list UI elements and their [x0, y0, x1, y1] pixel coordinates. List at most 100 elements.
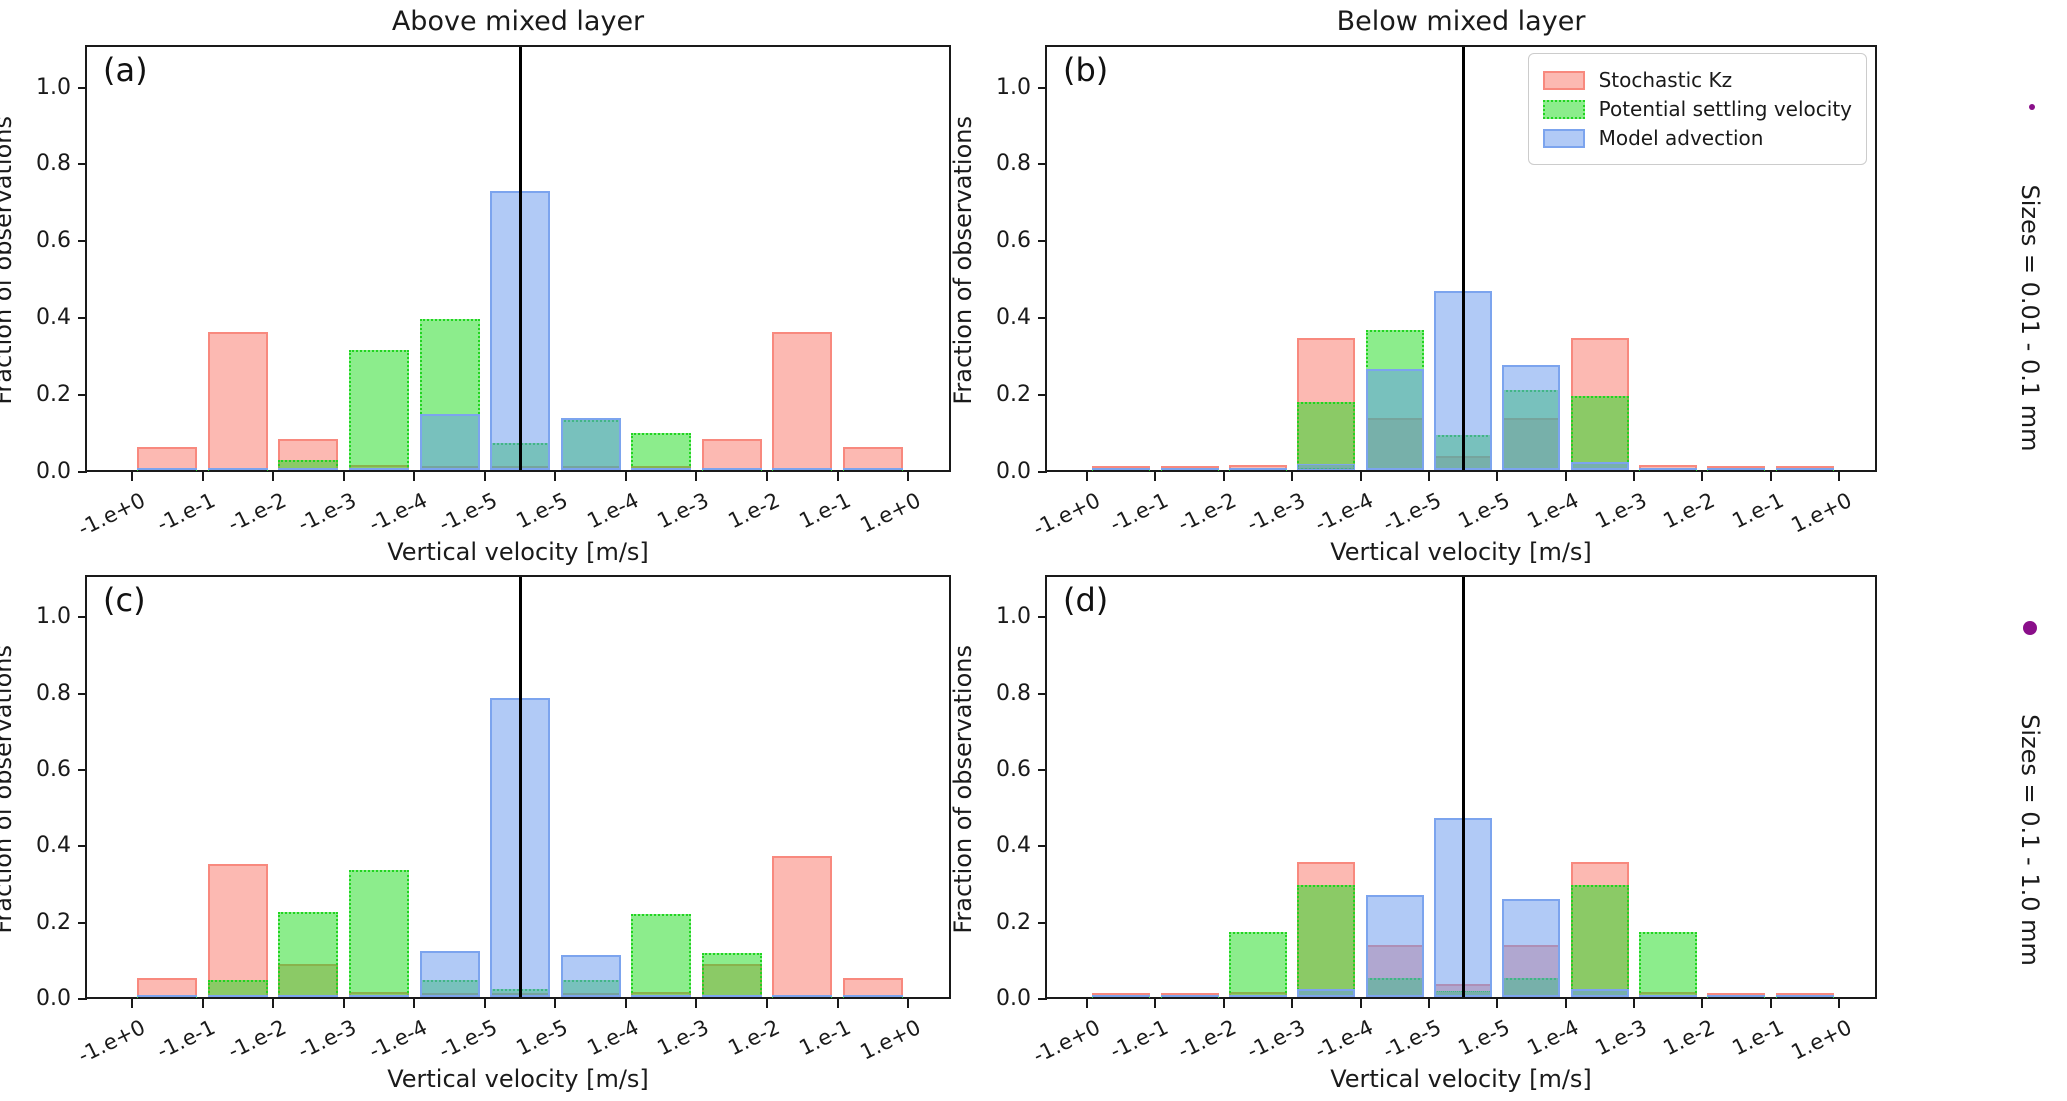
bar-a-series0-bin8: [701, 438, 762, 470]
bar-c-series2-bin2: [278, 995, 339, 997]
y-tick: [1038, 86, 1047, 89]
bar-d-series2-bin0: [1092, 995, 1151, 997]
legend-item: Potential settling velocity: [1542, 97, 1852, 121]
x-tick: [907, 472, 909, 481]
bar-b-series2-bin9: [1707, 468, 1766, 470]
legend-label: Stochastic Kz: [1598, 68, 1733, 92]
legend-swatch: [1542, 128, 1585, 148]
x-tick-label: 1.e-2: [1659, 1015, 1719, 1061]
y-axis-label-a: Fraction of observations: [0, 116, 17, 405]
x-tick-label: -1.e-1: [153, 1015, 220, 1064]
x-tick: [1564, 472, 1567, 481]
zero-velocity-line-a: [518, 47, 522, 470]
bar-a-series0-bin0: [137, 446, 198, 470]
bar-b-series2-bin7: [1570, 462, 1629, 470]
bar-c-series2-bin3: [348, 995, 409, 997]
histogram-panel-b: (b) -1.e+0 -1.e-1 -1.e-2 -1.e-3 -1.e-4 -1.e-5 1…: [949, 45, 1877, 566]
bar-b-series2-bin0: [1092, 468, 1151, 470]
bar-c-series2-bin9: [772, 995, 833, 997]
x-tick-label: 1.e-1: [795, 1015, 855, 1061]
y-tick: [1038, 163, 1047, 166]
y-tick: [78, 86, 87, 89]
x-tick-label: -1.e-3: [1242, 1015, 1309, 1064]
y-tick: [78, 471, 87, 473]
x-tick: [1427, 472, 1430, 481]
y-axis-label-b: Fraction of observations: [949, 116, 977, 405]
legend-item: Model advection: [1542, 126, 1852, 150]
x-tick-label: 1.e-2: [724, 1015, 784, 1061]
x-tick: [272, 472, 275, 481]
x-tick: [1291, 999, 1294, 1008]
x-axis-label-b: Vertical velocity [m/s]: [1330, 538, 1592, 566]
bar-a-series2-bin6: [560, 417, 621, 470]
bar-b-series1-bin3: [1297, 402, 1356, 470]
x-tick-label: 1.e-4: [583, 488, 643, 534]
bar-c-series0-bin9: [772, 856, 833, 997]
x-tick-label: -1.e-5: [1379, 1015, 1446, 1064]
y-tick: [78, 845, 87, 848]
y-tick: [78, 768, 87, 771]
x-tick: [1222, 999, 1225, 1008]
y-tick: [78, 998, 87, 1000]
y-tick-label: 1.0: [996, 74, 1031, 100]
x-tick: [131, 472, 133, 481]
x-tick: [765, 472, 768, 481]
x-tick-label: -1.e-5: [435, 1015, 502, 1064]
legend-label: Model advection: [1598, 126, 1764, 150]
x-tick: [131, 999, 133, 1008]
x-tick: [1701, 999, 1704, 1008]
x-tick: [554, 472, 557, 481]
bar-d-series2-bin4: [1365, 894, 1424, 997]
panel-letter-c: (c): [103, 581, 146, 619]
x-tick-label: 1.e-3: [653, 488, 713, 534]
y-tick-label: 0.2: [36, 382, 71, 408]
bar-a-series2-bin10: [842, 468, 903, 470]
y-tick-label: 1.0: [996, 604, 1031, 630]
y-tick-label: 0.6: [996, 756, 1031, 782]
y-tick: [78, 692, 87, 695]
x-tick-label: 1.e-1: [1728, 488, 1788, 534]
x-tick: [1564, 999, 1567, 1008]
x-tick-label: 1.e-5: [512, 1015, 572, 1061]
y-tick-label: 0.8: [996, 680, 1031, 706]
y-tick-label: 0.2: [996, 382, 1031, 408]
x-axis-label-d: Vertical velocity [m/s]: [1330, 1065, 1592, 1093]
bar-b-series2-bin4: [1365, 369, 1424, 470]
x-axis-label-c: Vertical velocity [m/s]: [387, 1065, 649, 1093]
size-dot-small: [2029, 104, 2035, 110]
x-tick-label: -1.e-4: [364, 488, 431, 537]
x-tick-label: -1.e-1: [1106, 488, 1172, 537]
x-tick: [342, 472, 345, 481]
x-tick: [1154, 999, 1157, 1008]
y-tick: [1038, 921, 1047, 924]
x-tick: [201, 472, 204, 481]
x-tick-label: 1.e+0: [1787, 488, 1856, 538]
x-tick: [1359, 472, 1362, 481]
bar-a-series2-bin2: [278, 468, 339, 470]
bar-c-series2-bin4: [419, 950, 480, 997]
x-tick: [272, 999, 275, 1008]
y-tick: [1038, 317, 1047, 320]
x-tick-label: 1.e-3: [653, 1015, 713, 1061]
bar-c-series1-bin7: [631, 914, 692, 997]
bar-a-series2-bin1: [207, 468, 268, 470]
x-tick: [1769, 999, 1772, 1008]
x-tick-label: 1.e-4: [1523, 488, 1583, 534]
y-tick: [78, 163, 87, 166]
x-tick-label: 1.e-3: [1591, 1015, 1651, 1061]
x-tick: [1427, 999, 1430, 1008]
x-tick-label: 1.e-4: [1523, 1015, 1583, 1061]
bar-d-series1-bin2: [1228, 931, 1287, 997]
x-tick-label: 1.e-2: [724, 488, 784, 534]
y-tick-label: 0.0: [996, 459, 1031, 484]
y-tick-label: 0.8: [36, 151, 71, 177]
legend-item: Stochastic Kz: [1542, 68, 1852, 92]
bar-b-series2-bin1: [1160, 468, 1219, 470]
y-tick-label: 0.6: [36, 228, 71, 254]
x-tick: [413, 472, 416, 481]
bar-a-series2-bin4: [419, 413, 480, 470]
x-axis-label-a: Vertical velocity [m/s]: [387, 538, 649, 566]
x-tick-label: -1.e+0: [1028, 1015, 1104, 1068]
x-tick: [483, 472, 486, 481]
x-tick-label: 1.e-1: [795, 488, 855, 534]
